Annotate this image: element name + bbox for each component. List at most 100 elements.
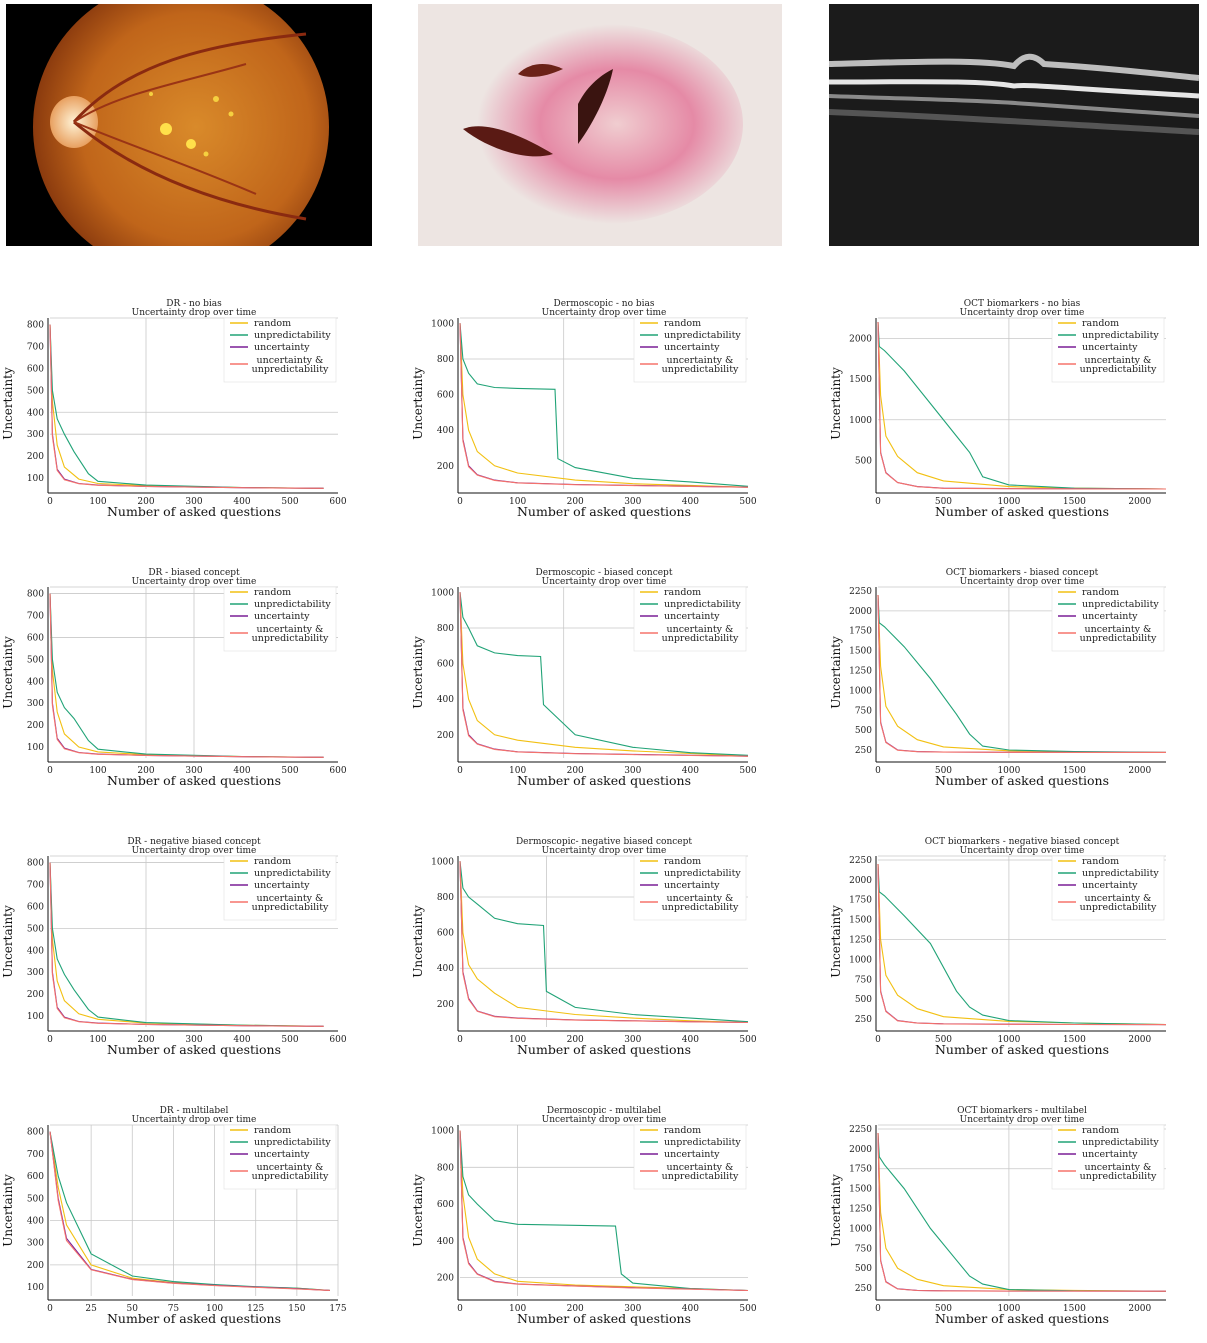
x-tick-label: 0 — [47, 766, 53, 776]
series-line-4 — [49, 593, 324, 758]
y-tick-label: 200 — [437, 462, 454, 472]
series-line-2 — [877, 322, 1167, 490]
y-tick-label: 1000 — [849, 1224, 872, 1234]
x-tick-label: 75 — [168, 1304, 180, 1314]
x-tick-label: 1500 — [1063, 497, 1086, 507]
chart-title: OCT biomarkers - no bias — [964, 299, 1081, 309]
y-tick-label: 600 — [437, 660, 454, 670]
x-tick-label: 0 — [875, 766, 881, 776]
y-axis-label: Uncertainty — [1, 905, 15, 978]
x-tick-label: 100 — [509, 497, 526, 507]
x-axis-label: Number of asked questions — [517, 504, 691, 519]
chart-subtitle: Uncertainty drop over time — [132, 1115, 257, 1125]
chart-title: DR - negative biased concept — [127, 837, 261, 847]
series-line-2 — [877, 1132, 1167, 1292]
x-axis-label: Number of asked questions — [935, 773, 1109, 788]
chart-title: DR - no bias — [166, 299, 222, 309]
dermoscopic-illustration — [418, 4, 782, 246]
y-axis-label: Uncertainty — [411, 636, 425, 709]
y-tick-label: 200 — [437, 1000, 454, 1010]
legend-label: uncertainty — [664, 1149, 720, 1160]
legend-label: unpredictability — [252, 1171, 329, 1182]
chart-subtitle: Uncertainty drop over time — [542, 577, 667, 587]
y-tick-label: 500 — [855, 1264, 872, 1274]
legend-label: unpredictability — [254, 1137, 331, 1148]
series-line-2 — [459, 1130, 749, 1292]
chart-title: Dermoscopic - multilabel — [547, 1106, 661, 1116]
series-line-1 — [459, 323, 749, 488]
x-axis-label: Number of asked questions — [107, 1311, 281, 1326]
legend-label: uncertainty & — [1084, 1162, 1151, 1173]
chart-subtitle: Uncertainty drop over time — [960, 846, 1085, 856]
y-axis-label: Uncertainty — [829, 636, 843, 709]
x-tick-label: 400 — [682, 766, 699, 776]
chart-title: OCT biomarkers - negative biased concept — [925, 837, 1120, 847]
chart-subtitle: Uncertainty drop over time — [132, 308, 257, 318]
chart-dr-biased: DR - biased concept Uncertainty drop over… — [0, 565, 370, 805]
y-tick-label: 750 — [855, 975, 872, 985]
x-tick-label: 500 — [281, 497, 298, 507]
legend-box — [223, 1124, 337, 1190]
x-tick-label: 300 — [185, 766, 202, 776]
x-tick-label: 200 — [137, 766, 154, 776]
y-tick-label: 600 — [437, 929, 454, 939]
legend-label: uncertainty & — [256, 355, 323, 366]
series-line-1 — [459, 861, 749, 1024]
x-tick-label: 200 — [567, 766, 584, 776]
x-axis-label: Number of asked questions — [517, 773, 691, 788]
chart-oct-no-bias: OCT biomarkers - no bias Uncertainty drop… — [828, 296, 1198, 536]
y-tick-label: 500 — [27, 386, 44, 396]
series-line-2 — [459, 323, 749, 487]
y-axis-label: Uncertainty — [1, 367, 15, 440]
y-axis-label: Uncertainty — [829, 1174, 843, 1247]
x-tick-label: 600 — [329, 766, 346, 776]
y-axis-label: Uncertainty — [1, 1174, 15, 1247]
x-tick-label: 400 — [233, 497, 250, 507]
legend-label: random — [1082, 318, 1119, 329]
legend-label: random — [664, 856, 701, 867]
chart-subtitle: Uncertainty drop over time — [542, 1115, 667, 1125]
y-tick-label: 400 — [437, 695, 454, 705]
chart-oct-biased: OCT biomarkers - biased concept Uncertain… — [828, 565, 1198, 805]
series-line-4 — [877, 1132, 1167, 1292]
x-tick-label: 400 — [233, 766, 250, 776]
legend-label: uncertainty — [1082, 1149, 1138, 1160]
y-tick-label: 200 — [27, 452, 44, 462]
y-tick-label: 700 — [27, 612, 44, 622]
x-tick-label: 0 — [875, 497, 881, 507]
y-tick-label: 1000 — [431, 588, 454, 598]
y-tick-label: 1000 — [849, 955, 872, 965]
x-axis-label: Number of asked questions — [517, 1042, 691, 1057]
y-tick-label: 500 — [27, 924, 44, 934]
chart-svg: OCT biomarkers - negative biased concept… — [829, 837, 1167, 1057]
fundus-photo — [6, 4, 372, 246]
chart-title: Dermoscopic - biased concept — [536, 568, 673, 578]
x-tick-label: 500 — [739, 1304, 756, 1314]
legend-label: unpredictability — [1080, 902, 1157, 913]
oct-illustration — [829, 4, 1199, 246]
legend-label: unpredictability — [662, 364, 739, 375]
x-tick-label: 0 — [47, 1304, 53, 1314]
chart-dermoscopic-biased: Dermoscopic - biased concept Uncertainty … — [410, 565, 780, 805]
x-tick-label: 300 — [624, 1035, 641, 1045]
x-axis-label: Number of asked questions — [107, 773, 281, 788]
chart-svg: OCT biomarkers - biased conceptUncertain… — [829, 568, 1167, 788]
y-axis-label: Uncertainty — [411, 905, 425, 978]
legend-label: uncertainty & — [666, 1162, 733, 1173]
x-tick-label: 600 — [329, 1035, 346, 1045]
y-axis-label: Uncertainty — [411, 1174, 425, 1247]
legend-box — [1051, 317, 1165, 383]
x-tick-label: 150 — [288, 1304, 305, 1314]
series-line-4 — [459, 1130, 749, 1292]
chart-oct-negative-biased: OCT biomarkers - negative biased concept… — [828, 834, 1198, 1074]
y-tick-label: 250 — [855, 1015, 872, 1025]
series-line-1 — [459, 592, 749, 757]
legend-label: uncertainty & — [1084, 624, 1151, 635]
legend-label: uncertainty — [254, 1149, 310, 1160]
x-tick-label: 100 — [509, 1035, 526, 1045]
legend-label: uncertainty — [254, 342, 310, 353]
x-tick-label: 0 — [875, 1035, 881, 1045]
oct-scan — [829, 4, 1199, 246]
